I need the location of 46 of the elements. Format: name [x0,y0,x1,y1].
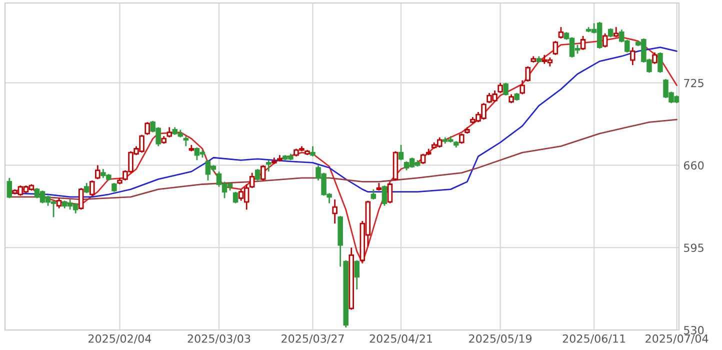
candlestick [580,35,586,51]
candlestick [558,26,564,40]
x-tick-label: 2025/06/11 [562,334,626,344]
candlestick [266,159,272,172]
candlestick [232,191,238,204]
candlestick [382,184,388,206]
candlestick [249,172,255,189]
x-tick-label: 2025/05/19 [469,334,532,344]
candlestick [525,66,530,82]
x-tick-label: 2025/03/27 [282,334,344,344]
candlestick [552,40,558,56]
x-tick-label: 2025/04/21 [370,334,432,344]
candlestick [183,135,189,147]
candlestick [166,126,172,138]
x-tick-label: 2025/02/04 [88,334,152,344]
candlestick [260,164,266,182]
candlestick [144,121,150,136]
x-tick-label: 2025/03/03 [188,334,250,344]
candlestick [332,198,338,224]
y-tick-label: 530 [684,326,704,334]
candlestick [652,52,658,65]
candlestick [503,82,508,96]
candlestick [310,146,316,158]
candlestick [398,144,404,161]
candlestick [354,260,360,290]
x-tick-label: 2025/07/04 [646,334,708,344]
candlestick [84,182,90,194]
candlestick [78,187,84,210]
y-tick-label: 595 [684,244,704,252]
candlestick [56,197,62,210]
candlestick [90,180,95,196]
y-tick-label: 725 [684,78,704,88]
candlestick [630,46,636,66]
candlestick [420,153,426,165]
candlestick [6,177,12,199]
candlestick [254,168,260,182]
candlestick [370,188,376,200]
candlestick [95,164,100,180]
y-tick-label: 660 [684,161,704,170]
candlestick [459,132,464,144]
candlestick [387,182,393,204]
candlestick [613,26,619,38]
candlestick [658,52,663,74]
candlestick [520,80,525,95]
candlestick [602,32,608,48]
candlestick [498,82,503,94]
